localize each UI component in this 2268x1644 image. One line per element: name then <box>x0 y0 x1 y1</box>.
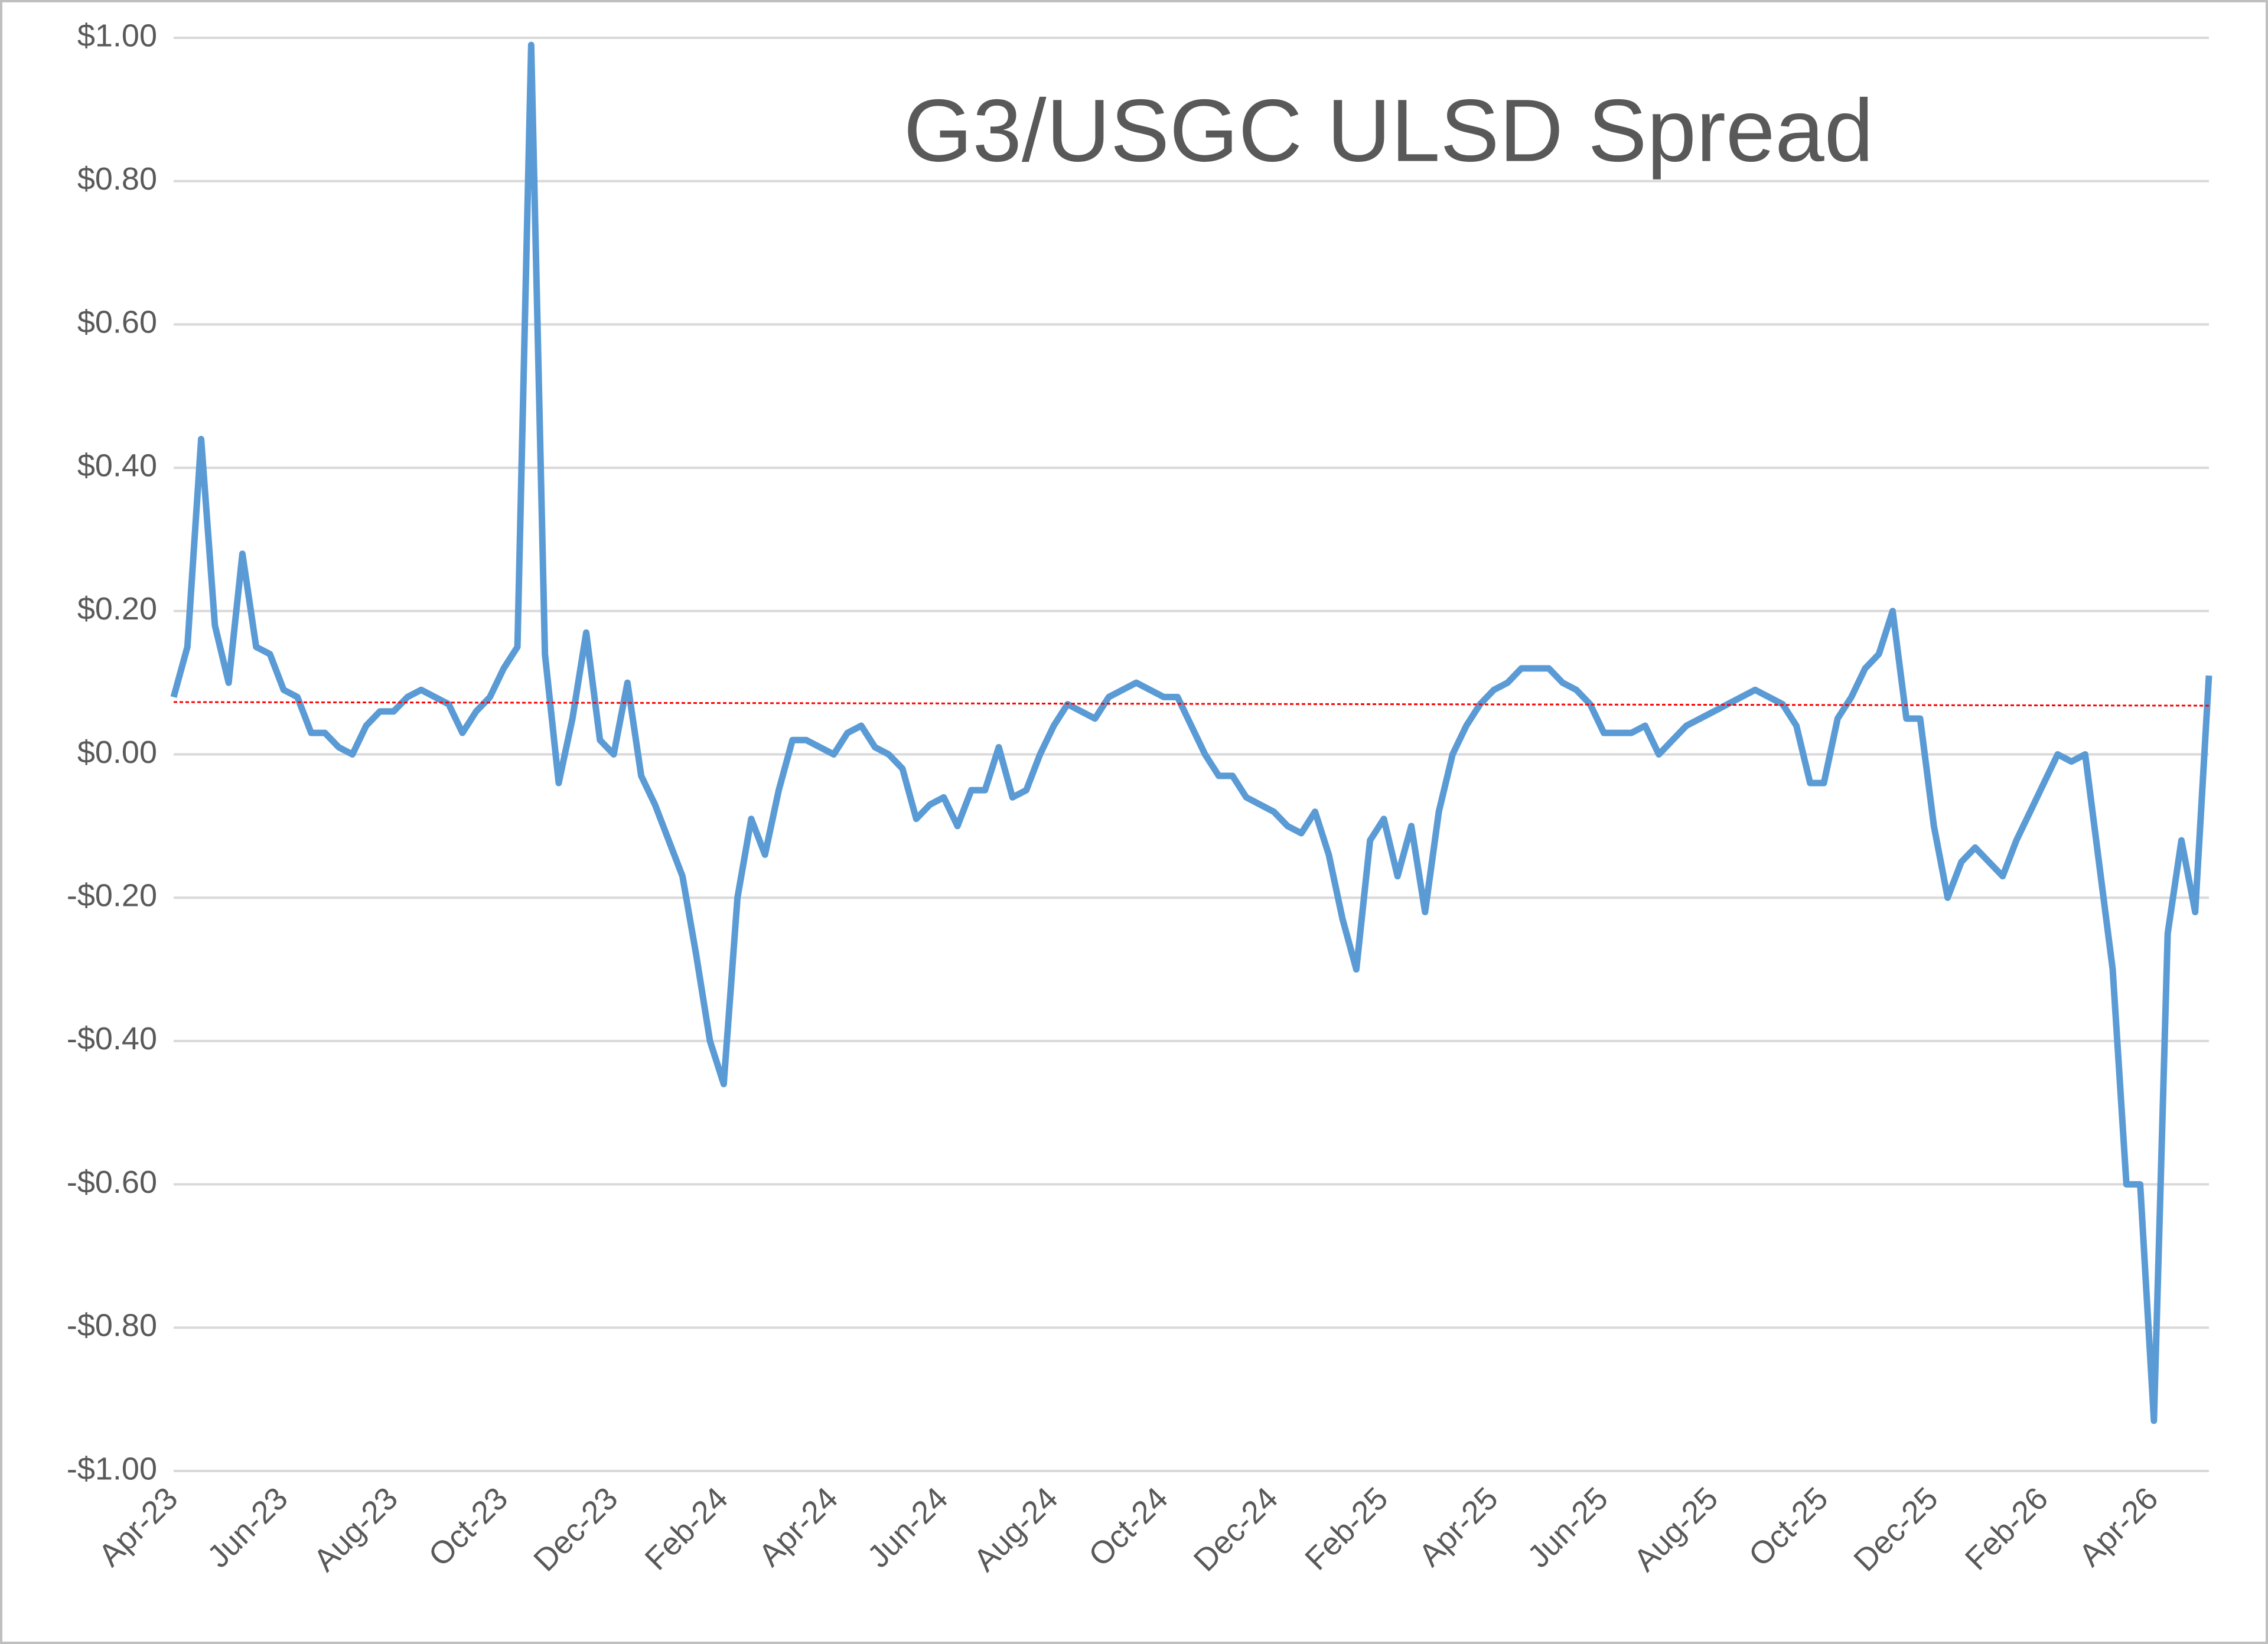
trend-line <box>173 701 2210 707</box>
y-tick-label: $0.60 <box>77 305 157 340</box>
y-tick-label: -$1.00 <box>67 1451 157 1486</box>
y-tick-label: -$0.40 <box>67 1021 157 1056</box>
y-tick-label: $0.00 <box>77 735 157 770</box>
y-tick-label: $1.00 <box>77 18 157 53</box>
y-tick-label: $0.20 <box>77 591 157 627</box>
y-tick-label: -$0.60 <box>67 1164 157 1200</box>
y-tick-label: $0.40 <box>77 448 157 483</box>
y-tick-label: $0.80 <box>77 161 157 197</box>
data-line <box>170 41 2212 1424</box>
y-tick-label: -$0.20 <box>67 878 157 913</box>
y-tick-label: -$0.80 <box>67 1308 157 1343</box>
chart-title: G3/USGC ULSD Spread <box>904 81 1873 180</box>
